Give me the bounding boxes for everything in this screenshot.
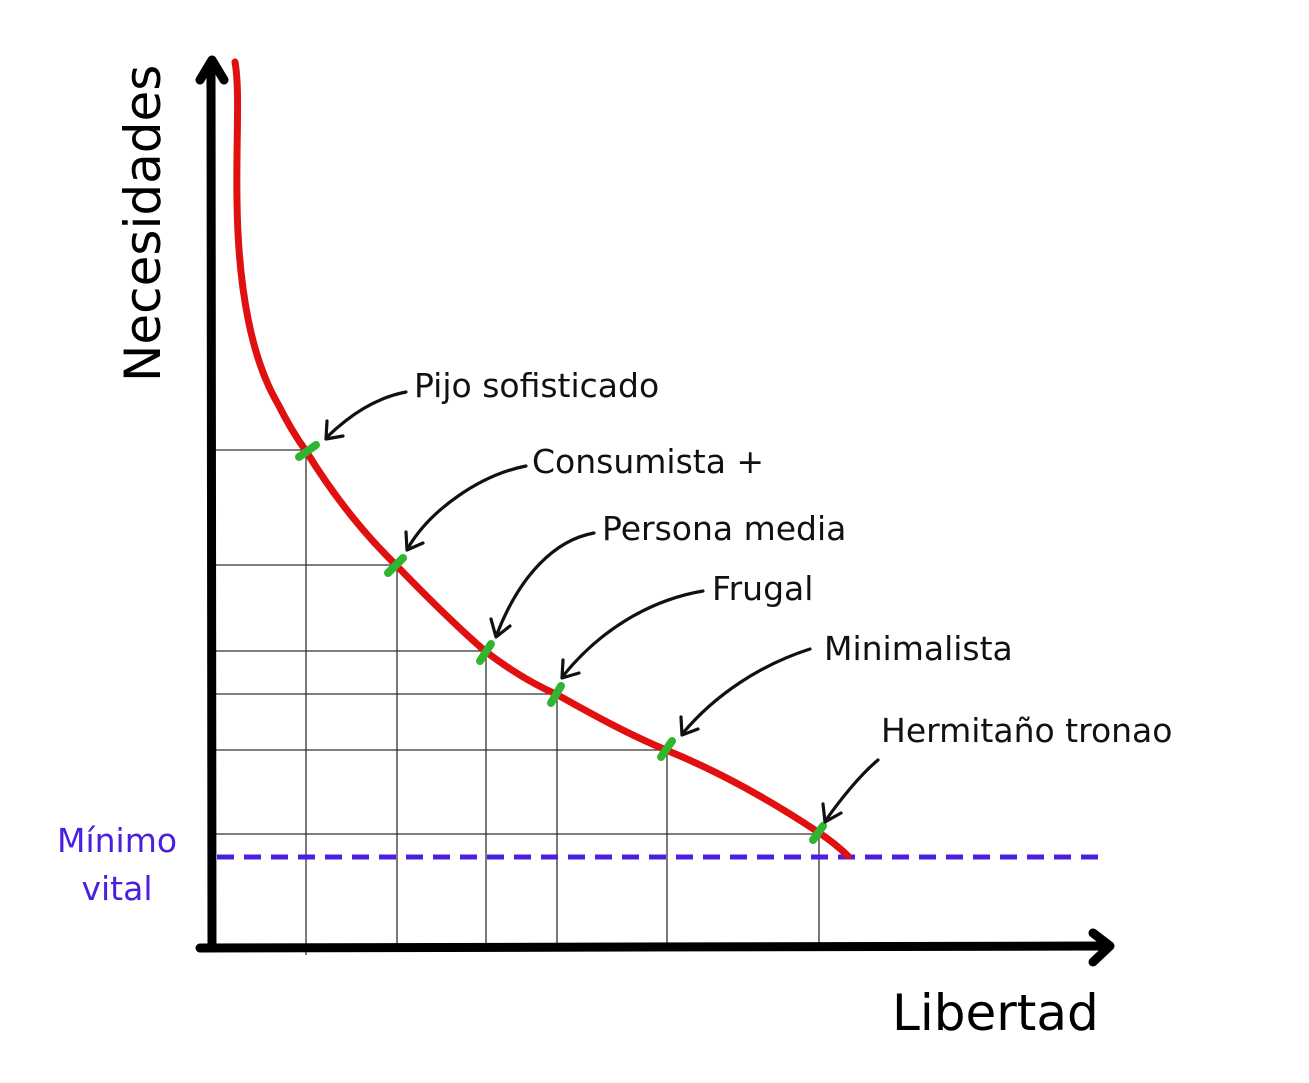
minimo-vital-line2: vital xyxy=(81,869,152,908)
marker-hermitano xyxy=(809,822,827,844)
marker-consumista xyxy=(384,554,407,577)
arrow-pijo xyxy=(325,390,408,439)
arrow-consumista xyxy=(406,464,528,550)
arrowhead-minimalista xyxy=(679,715,700,737)
marker-minimalista xyxy=(657,737,676,761)
arrowhead-pijo xyxy=(324,419,345,441)
y-axis-arrowhead xyxy=(195,55,229,85)
x-axis-arrowhead xyxy=(1088,928,1115,967)
arrow-frugal xyxy=(561,589,705,678)
y-axis-label: Necesidades xyxy=(114,65,172,382)
arrowhead-persona-media xyxy=(489,617,512,639)
y-axis-line xyxy=(206,61,217,953)
label-persona-media: Persona media xyxy=(602,509,846,548)
grid-lines xyxy=(213,449,820,955)
label-hermitano: Hermitaño tronao xyxy=(881,711,1172,750)
label-consumista: Consumista + xyxy=(532,442,764,481)
x-axis-line xyxy=(195,941,1110,953)
arrowhead-consumista xyxy=(404,530,425,552)
arrow-minimalista xyxy=(681,647,812,735)
label-frugal: Frugal xyxy=(712,569,813,608)
x-axis-label: Libertad xyxy=(892,984,1099,1042)
axes xyxy=(195,55,1115,967)
arrow-persona-media xyxy=(495,531,596,636)
minimo-vital-line1: Mínimo xyxy=(57,821,177,860)
marker-pijo xyxy=(295,441,320,461)
marker-frugal xyxy=(547,682,565,707)
arrow-hermitano xyxy=(824,758,880,822)
arrowhead-frugal xyxy=(560,658,581,680)
arrowhead-hermitano xyxy=(821,802,843,824)
point-markers xyxy=(295,441,827,844)
label-minimalista: Minimalista xyxy=(824,629,1013,668)
point-labels: Pijo sofisticado Consumista + Persona me… xyxy=(414,366,1172,750)
minimo-vital-label: Mínimo vital xyxy=(57,821,177,908)
marker-persona-media xyxy=(476,640,495,665)
label-arrows xyxy=(324,390,880,824)
label-pijo: Pijo sofisticado xyxy=(414,366,659,405)
necesidades-curve xyxy=(231,58,852,860)
